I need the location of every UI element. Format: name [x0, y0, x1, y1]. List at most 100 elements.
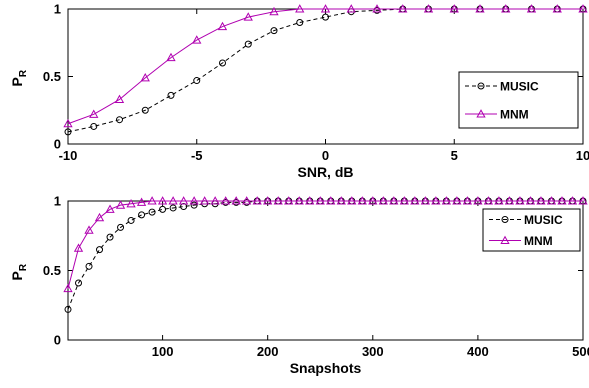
- chart2-mnm-point: [294, 196, 304, 205]
- chart2-mnm-point: [420, 196, 430, 205]
- chart2-mnm-point: [357, 196, 367, 205]
- chart2-ytick-label: 0.5: [43, 263, 61, 278]
- chart2-mnm-point: [115, 200, 126, 209]
- chart2-ylabel-sub: R: [18, 263, 29, 271]
- chart2-mnm-point: [452, 196, 462, 205]
- chart2-series-mnm: [63, 196, 588, 293]
- chart2-music-point: [85, 262, 93, 270]
- chart2-xlabel: Snapshots: [290, 360, 362, 376]
- chart2-music-point: [148, 208, 156, 216]
- chart1-mnm-point: [243, 12, 253, 21]
- chart1-mnm-point: [192, 35, 202, 44]
- chart2-legend: MUSIC MNM: [482, 208, 581, 252]
- chart2-mnm-point: [73, 243, 84, 252]
- chart1-music-point: [270, 27, 278, 35]
- chart1-legend-label: MNM: [500, 108, 529, 122]
- chart2-ytick-label: 0: [54, 333, 61, 348]
- chart2-xtick-label: 200: [257, 344, 279, 359]
- chart1-mnm-point: [217, 21, 228, 31]
- chart1-series-mnm: [63, 4, 588, 128]
- chart2-mnm-point: [105, 204, 115, 213]
- chart2-mnm-point: [168, 196, 178, 205]
- chart2-xtick-label: 100: [152, 344, 174, 359]
- chart2-mnm-point: [483, 196, 494, 205]
- chart2-mnm-point: [126, 198, 136, 208]
- chart2-mnm-point: [63, 283, 73, 293]
- chart2-mnm-point: [536, 196, 546, 205]
- chart2-mnm-point: [315, 196, 325, 205]
- chart1-xtick-label: 5: [451, 148, 458, 163]
- chart1-music-point: [296, 19, 304, 26]
- chart1-mnm-point: [423, 4, 434, 13]
- chart2-legend-label: MUSIC: [524, 213, 563, 227]
- chart1-mnm-point: [166, 52, 176, 62]
- chart1-xtick-label: -5: [191, 148, 203, 163]
- chart1-legend: MUSIC MNM: [458, 71, 579, 129]
- chart1-mnm-point: [578, 4, 588, 13]
- chart2-mnm-point: [242, 196, 252, 205]
- chart1-mnm-point: [269, 6, 279, 16]
- chart2-mnm-point: [178, 196, 189, 205]
- chart1-ylabel: PR: [9, 69, 29, 86]
- chart1-xtick-label: 10: [576, 148, 589, 163]
- chart1-mnm-point: [552, 4, 562, 13]
- chart1-mnm-point: [63, 118, 73, 128]
- chart2-music-point: [75, 279, 83, 287]
- chart2-mnm-point: [136, 197, 147, 206]
- chart2-mnm-point: [326, 196, 336, 205]
- chart2-mnm-point: [557, 196, 567, 205]
- chart1-mnm-point: [526, 4, 537, 13]
- chart1-mnm-point: [475, 4, 485, 13]
- chart2-mnm-point: [284, 196, 294, 205]
- chart2-music-point: [64, 305, 72, 313]
- chart2-mnm-point: [94, 212, 105, 222]
- chart2-mnm-point: [399, 196, 409, 205]
- chart2-mnm-point: [157, 196, 168, 205]
- chart2-legend-swatch-marker: [501, 216, 509, 223]
- chart2-music-point: [127, 216, 135, 224]
- chart2-mnm-point: [389, 196, 399, 205]
- chart2-mnm-point: [199, 196, 210, 205]
- chart1-mnm-point: [114, 94, 125, 103]
- chart2-panel: 100 200 300 400 500 0 0.5 1 Snapshots PR MUSIC MNM: [9, 194, 589, 377]
- chart2-mnm-point: [84, 225, 94, 234]
- chart1-music-point: [219, 59, 226, 67]
- chart2-mnm-point: [263, 196, 273, 205]
- chart2-music-point: [138, 211, 146, 219]
- chart2-mnm-point: [347, 196, 357, 205]
- chart2-mnm-point: [515, 196, 525, 205]
- chart2-xtick-label: 300: [362, 344, 384, 359]
- chart2-mnm-point: [378, 196, 388, 205]
- chart1-mnm-point: [320, 4, 331, 13]
- chart1-ylabel-main: P: [9, 77, 25, 86]
- chart1-music-point: [244, 40, 252, 48]
- chart1-mnm-point: [346, 4, 356, 13]
- chart2-mnm-point: [368, 196, 378, 205]
- chart2-mnm-point: [525, 196, 536, 205]
- chart1-legend-swatch-marker: [477, 82, 485, 90]
- chart2-music-point: [169, 204, 177, 212]
- chart2-xtick-label: 500: [572, 344, 589, 359]
- chart2-mnm-point: [462, 196, 473, 205]
- chart2-music-point: [96, 246, 104, 254]
- chart2-ylabel-main: P: [9, 271, 25, 280]
- chart2-mnm-point: [431, 196, 441, 205]
- chart2-ytick-label: 1: [54, 194, 61, 209]
- chart2-mnm-point: [305, 196, 315, 205]
- chart2-mnm-point: [336, 196, 346, 205]
- chart1-xtick-label: 0: [322, 148, 329, 163]
- chart2-music-point: [117, 223, 125, 231]
- chart2-mnm-point: [231, 196, 241, 205]
- chart2-music-point: [190, 201, 198, 209]
- chart1-panel: -10 -5 0 5 10 0 0.5 1 SNR, dB PR MUSIC MNM: [9, 2, 589, 181]
- chart1-ytick-label: 0.5: [43, 69, 61, 84]
- chart2-mnm-point: [441, 196, 452, 205]
- chart1-legend-box: [458, 71, 579, 129]
- chart1-mnm-point: [501, 4, 511, 13]
- chart2-mnm-point: [210, 196, 220, 205]
- chart2-mnm-point: [567, 196, 578, 205]
- chart1-legend-swatch-marker: [476, 109, 486, 118]
- chart1-mnm-point: [398, 4, 408, 13]
- chart2-mnm-point: [147, 196, 157, 205]
- chart2-legend-box: [482, 208, 581, 252]
